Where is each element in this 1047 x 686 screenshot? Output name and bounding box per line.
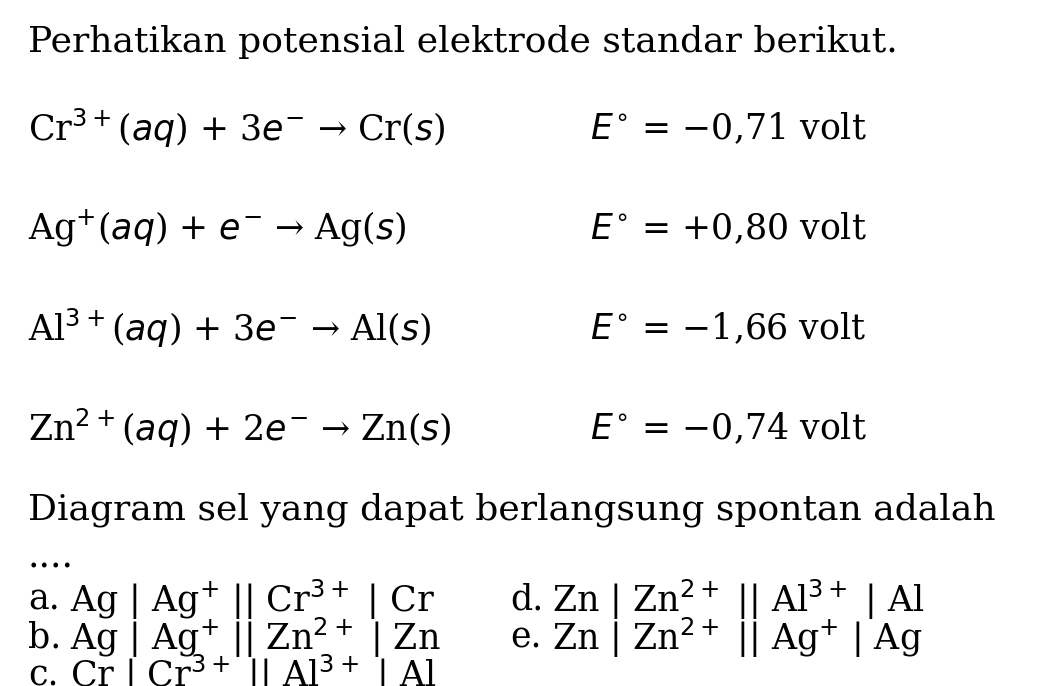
Text: $E^{\circ}$ = −0,71 volt: $E^{\circ}$ = −0,71 volt [591,110,867,146]
Text: e.: e. [510,621,541,655]
Text: Zn$^{2+}$($aq$) + 2$e^{-}$ → Zn($s$): Zn$^{2+}$($aq$) + 2$e^{-}$ → Zn($s$) [28,406,451,449]
Text: Ag | Ag$^{+}$ || Zn$^{2+}$ | Zn: Ag | Ag$^{+}$ || Zn$^{2+}$ | Zn [70,616,441,660]
Text: $E^{\circ}$ = −1,66 volt: $E^{\circ}$ = −1,66 volt [591,310,866,346]
Text: Cr$^{3+}$($aq$) + 3$e^{-}$ → Cr($s$): Cr$^{3+}$($aq$) + 3$e^{-}$ → Cr($s$) [28,106,445,150]
Text: a.: a. [28,583,60,617]
Text: Zn | Zn$^{2+}$ || Al$^{3+}$ | Al: Zn | Zn$^{2+}$ || Al$^{3+}$ | Al [552,578,925,622]
Text: $E^{\circ}$ = +0,80 volt: $E^{\circ}$ = +0,80 volt [591,210,867,246]
Text: b.: b. [28,621,62,655]
Text: Zn | Zn$^{2+}$ || Ag$^{+}$ | Ag: Zn | Zn$^{2+}$ || Ag$^{+}$ | Ag [552,616,922,660]
Text: Ag$^{+}$($aq$) + $e^{-}$ → Ag($s$): Ag$^{+}$($aq$) + $e^{-}$ → Ag($s$) [28,207,406,249]
Text: d.: d. [510,583,543,617]
Text: Al$^{3+}$($aq$) + 3$e^{-}$ → Al($s$): Al$^{3+}$($aq$) + 3$e^{-}$ → Al($s$) [28,307,431,350]
Text: $E^{\circ}$ = −0,74 volt: $E^{\circ}$ = −0,74 volt [591,410,867,446]
Text: Ag | Ag$^{+}$ || Cr$^{3+}$ | Cr: Ag | Ag$^{+}$ || Cr$^{3+}$ | Cr [70,578,435,622]
Text: c.: c. [28,658,59,686]
Text: Perhatikan potensial elektrode standar berikut.: Perhatikan potensial elektrode standar b… [28,25,897,59]
Text: Diagram sel yang dapat berlangsung spontan adalah: Diagram sel yang dapat berlangsung spont… [28,493,996,528]
Text: ....: .... [28,540,74,574]
Text: Cr | Cr$^{3+}$ || Al$^{3+}$ | Al: Cr | Cr$^{3+}$ || Al$^{3+}$ | Al [70,653,437,686]
